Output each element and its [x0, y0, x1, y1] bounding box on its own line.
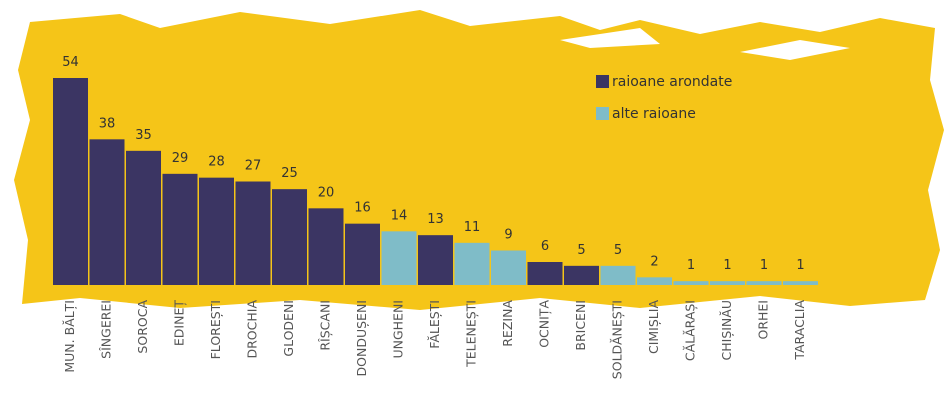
x-tick-label: SÎNGEREI	[99, 300, 114, 359]
bar	[491, 250, 526, 285]
x-tick-label: CIMIȘLIA	[646, 300, 661, 354]
data-label: 1	[796, 258, 804, 273]
x-tick-label: DROCHIA	[245, 300, 260, 359]
bar	[637, 277, 672, 285]
x-tick-label: CĂLĂRAȘI	[683, 300, 698, 361]
x-tick-label: TARACLIA	[792, 300, 807, 361]
data-label: 14	[391, 208, 408, 223]
bar	[308, 208, 344, 285]
legend-label: alte raioane	[612, 106, 696, 122]
data-label: 1	[723, 258, 731, 273]
data-label: 13	[427, 212, 444, 227]
legend-label: raioane arondate	[612, 74, 732, 90]
data-label: 6	[541, 239, 549, 254]
bar	[710, 281, 745, 285]
bar	[527, 262, 563, 285]
data-label: 27	[245, 159, 262, 174]
x-tick-label: SOLDĂNEȘTI	[610, 300, 625, 379]
data-label: 20	[318, 185, 335, 200]
bar	[673, 281, 709, 285]
x-tick-label: FĂLEȘTI	[427, 300, 442, 349]
data-label: 25	[281, 166, 298, 181]
legend-swatch	[596, 107, 609, 120]
x-tick-label: SOROCA	[135, 300, 150, 354]
data-label: 11	[464, 220, 481, 235]
bar	[381, 231, 417, 285]
data-label: 54	[62, 55, 79, 70]
bar	[235, 181, 271, 285]
data-label: 38	[99, 116, 116, 131]
data-label: 9	[504, 228, 512, 243]
x-tick-label: DONDUȘENI	[354, 300, 369, 376]
x-tick-label: FLOREȘTI	[208, 300, 223, 359]
data-label: 29	[172, 151, 189, 166]
brush-stroke	[560, 28, 850, 60]
x-tick-label: ORHEI	[756, 300, 771, 340]
bar	[345, 223, 380, 285]
x-tick-label: EDINEȚ	[172, 300, 187, 346]
x-tick-label: BRICENI	[573, 300, 588, 351]
data-label: 1	[760, 258, 768, 273]
data-label: 1	[687, 258, 695, 273]
bar	[600, 265, 636, 285]
bar	[454, 242, 490, 285]
x-tick-label: UNGHENI	[391, 300, 406, 359]
data-label: 5	[577, 243, 585, 258]
x-tick-label: GLODENI	[281, 300, 296, 357]
x-tick-label: TELENEȘTI	[464, 300, 479, 368]
bar	[272, 189, 307, 285]
bar	[783, 281, 818, 285]
legend-swatch	[596, 75, 609, 88]
data-label: 5	[614, 243, 622, 258]
bar	[89, 139, 125, 285]
bar	[53, 78, 88, 285]
x-tick-label: OCNIȚA	[537, 300, 552, 348]
data-label: 16	[354, 201, 371, 216]
bar	[564, 265, 599, 285]
x-tick-label: MUN. BĂLȚI	[62, 300, 77, 373]
bar	[162, 173, 198, 285]
bar	[746, 281, 782, 285]
data-label: 35	[135, 128, 152, 143]
x-tick-label: REZINA	[500, 300, 515, 347]
x-tick-label: CHIȘINĂU	[719, 300, 734, 361]
data-label: 2	[650, 254, 658, 269]
data-label: 28	[208, 155, 225, 170]
bar	[199, 177, 234, 285]
x-tick-label: RÎȘCANI	[318, 300, 333, 351]
bar	[418, 235, 453, 285]
bar	[126, 150, 161, 285]
